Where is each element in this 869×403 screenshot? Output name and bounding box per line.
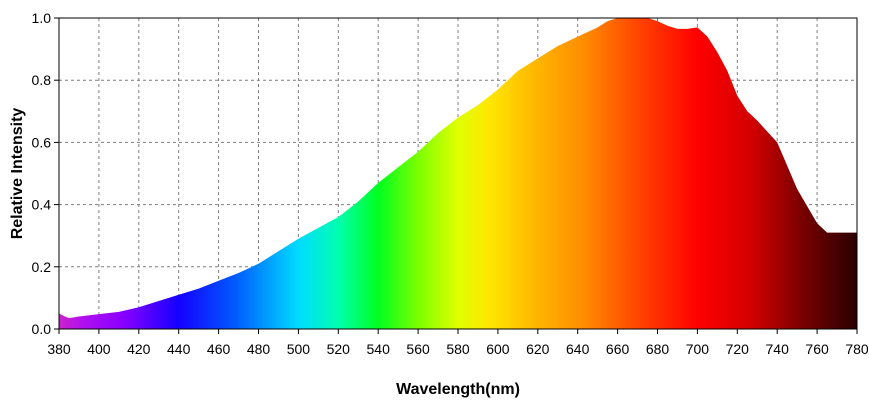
x-tick-label: 620 <box>526 341 550 357</box>
x-tick-label: 560 <box>406 341 430 357</box>
x-tick-label: 500 <box>287 341 311 357</box>
tick-labels: 380 400 420 440 460 480 500 520 540 560 580 600 620 6… <box>32 10 869 357</box>
x-tick-label: 600 <box>486 341 510 357</box>
x-tick-label: 400 <box>87 341 111 357</box>
tick-marks <box>54 17 858 334</box>
x-tick-label: 540 <box>367 341 391 357</box>
x-tick-label: 760 <box>805 341 829 357</box>
x-tick-label: 660 <box>606 341 630 357</box>
x-tick-label: 780 <box>845 341 869 357</box>
x-tick-label: 640 <box>566 341 590 357</box>
spectrum-area <box>59 18 857 329</box>
y-tick-label: 0.0 <box>32 321 52 337</box>
x-tick-label: 420 <box>127 341 151 357</box>
x-axis-title: Wavelength(nm) <box>396 381 520 398</box>
x-tick-label: 700 <box>686 341 710 357</box>
x-tick-label: 520 <box>327 341 351 357</box>
y-tick-label: 0.2 <box>32 259 52 275</box>
y-tick-label: 0.4 <box>32 197 52 213</box>
y-tick-label: 0.6 <box>32 134 52 150</box>
y-axis-title: Relative Intensity <box>9 108 26 240</box>
y-tick-label: 1.0 <box>32 10 52 26</box>
x-tick-label: 740 <box>766 341 790 357</box>
x-tick-label: 480 <box>247 341 271 357</box>
y-tick-label: 0.8 <box>32 72 52 88</box>
x-tick-label: 580 <box>446 341 470 357</box>
x-tick-label: 720 <box>726 341 750 357</box>
x-tick-label: 380 <box>47 341 71 357</box>
x-tick-label: 680 <box>646 341 670 357</box>
x-tick-label: 460 <box>207 341 231 357</box>
x-tick-label: 440 <box>167 341 191 357</box>
